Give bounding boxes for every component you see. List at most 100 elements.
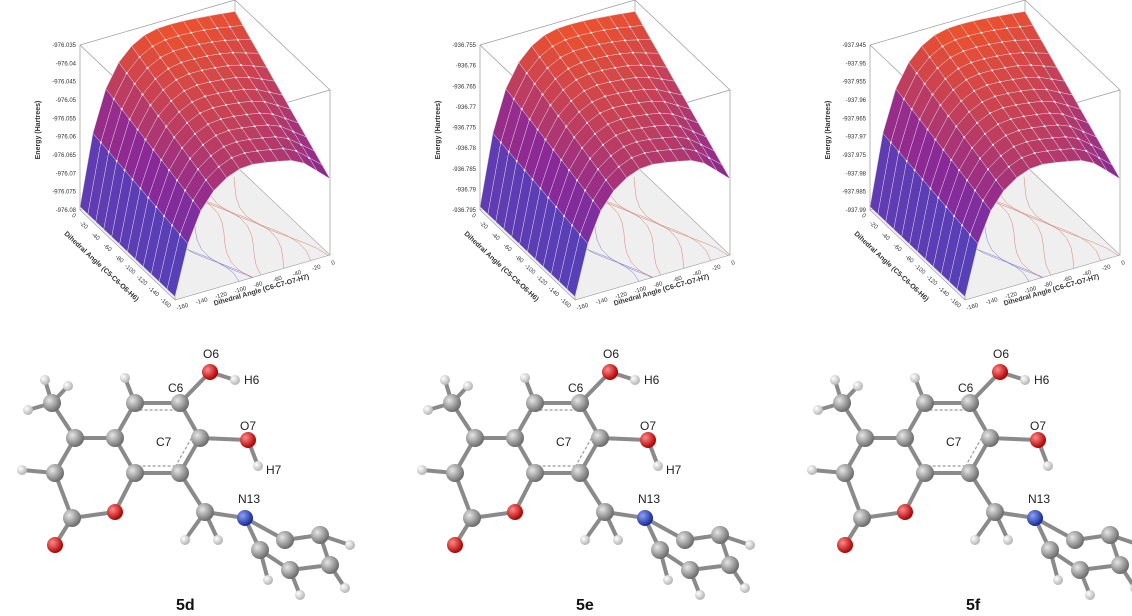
surface-node [590, 31, 593, 34]
surface-node [604, 95, 606, 98]
atom [191, 429, 209, 447]
atom [571, 394, 589, 412]
surface-node [955, 125, 958, 128]
surface-node [996, 55, 999, 58]
surface-node [547, 196, 550, 199]
atom [897, 504, 913, 520]
surface-node [945, 205, 948, 208]
z-tick-label: -937.95 [846, 61, 867, 67]
surface-node [957, 67, 960, 70]
surface-node [531, 178, 534, 181]
atom [1071, 561, 1089, 579]
surface-node [1048, 112, 1051, 115]
z-tick-label: -976.075 [52, 190, 76, 196]
surface-node [1006, 92, 1009, 95]
surface-node [178, 110, 181, 113]
atom [1101, 526, 1119, 544]
surface-node [243, 152, 246, 155]
z-tick-label: -937.96 [846, 98, 867, 104]
surface-node [942, 148, 945, 151]
atom [263, 575, 273, 585]
atom-label: O6 [993, 347, 1009, 361]
surface-node [239, 63, 242, 66]
atom [721, 556, 739, 574]
atom [630, 375, 640, 385]
y-tick-label: -160 [576, 303, 590, 312]
surface-node [217, 165, 220, 168]
surface-node [576, 179, 579, 182]
surface-node [644, 51, 647, 54]
surface-node [107, 150, 110, 153]
surface-node [577, 34, 580, 37]
surface-node [902, 98, 905, 101]
surface-node [674, 135, 677, 138]
atom [447, 537, 463, 553]
surface-node [970, 61, 973, 64]
surface-node [915, 72, 918, 75]
atom [961, 464, 979, 482]
surface-node [256, 149, 259, 152]
surface-node [580, 61, 583, 64]
x-tick-label: -140 [147, 286, 161, 299]
surface-node [167, 67, 170, 70]
surface-node [643, 152, 646, 155]
surface-node [146, 66, 149, 69]
surface-node [616, 92, 619, 95]
surface-node [1004, 134, 1007, 137]
y-tick-label: 0 [731, 260, 736, 267]
surface-node [1027, 101, 1030, 104]
surface-node [1056, 123, 1059, 126]
surface-node [179, 233, 181, 236]
surface-node [229, 90, 232, 93]
surface-node [1069, 125, 1072, 128]
surface-node [512, 98, 515, 101]
atom [345, 540, 355, 550]
atom [120, 373, 130, 383]
surface-node [897, 150, 900, 153]
atom [240, 432, 256, 448]
atom [40, 375, 50, 385]
surface-node [1085, 149, 1088, 152]
atom [740, 583, 750, 593]
atom [681, 561, 699, 579]
surface-node [622, 145, 625, 148]
surface-node [284, 117, 287, 120]
atom [970, 535, 980, 545]
surface-node [583, 89, 586, 92]
surface-node [520, 108, 523, 111]
atom-label: C7 [156, 435, 172, 449]
surface-node [1007, 165, 1010, 168]
surface-node [599, 112, 601, 115]
atom [340, 583, 350, 593]
z-tick-label: -936.765 [452, 84, 476, 90]
surface-node [996, 123, 999, 126]
atom [196, 503, 214, 521]
atom [830, 375, 840, 385]
surface-node [528, 118, 531, 121]
atom [613, 535, 623, 545]
x-tick-label: -40 [490, 232, 501, 243]
atom [63, 381, 73, 391]
atom [836, 464, 854, 482]
atom [1053, 575, 1063, 585]
surface-node [967, 34, 970, 37]
surface-node [171, 224, 174, 227]
surface-node [1012, 145, 1015, 148]
surface-node [115, 159, 118, 162]
surface-node [206, 123, 209, 126]
atom-label: H6 [644, 373, 660, 387]
surface-node [214, 134, 217, 137]
atom [853, 381, 863, 391]
aromatic-bond [965, 437, 983, 467]
surface-node [974, 189, 976, 192]
surface-node [231, 51, 234, 54]
y-tick-label: -100 [634, 286, 648, 295]
surface-node [177, 34, 180, 37]
surface-node [1034, 51, 1037, 54]
surface-node [172, 50, 175, 53]
surface-node [552, 148, 555, 151]
atom [507, 504, 523, 520]
x-tick-label: -80 [514, 254, 525, 265]
z-tick-label: -936.755 [452, 43, 476, 49]
surface-node [242, 88, 245, 91]
